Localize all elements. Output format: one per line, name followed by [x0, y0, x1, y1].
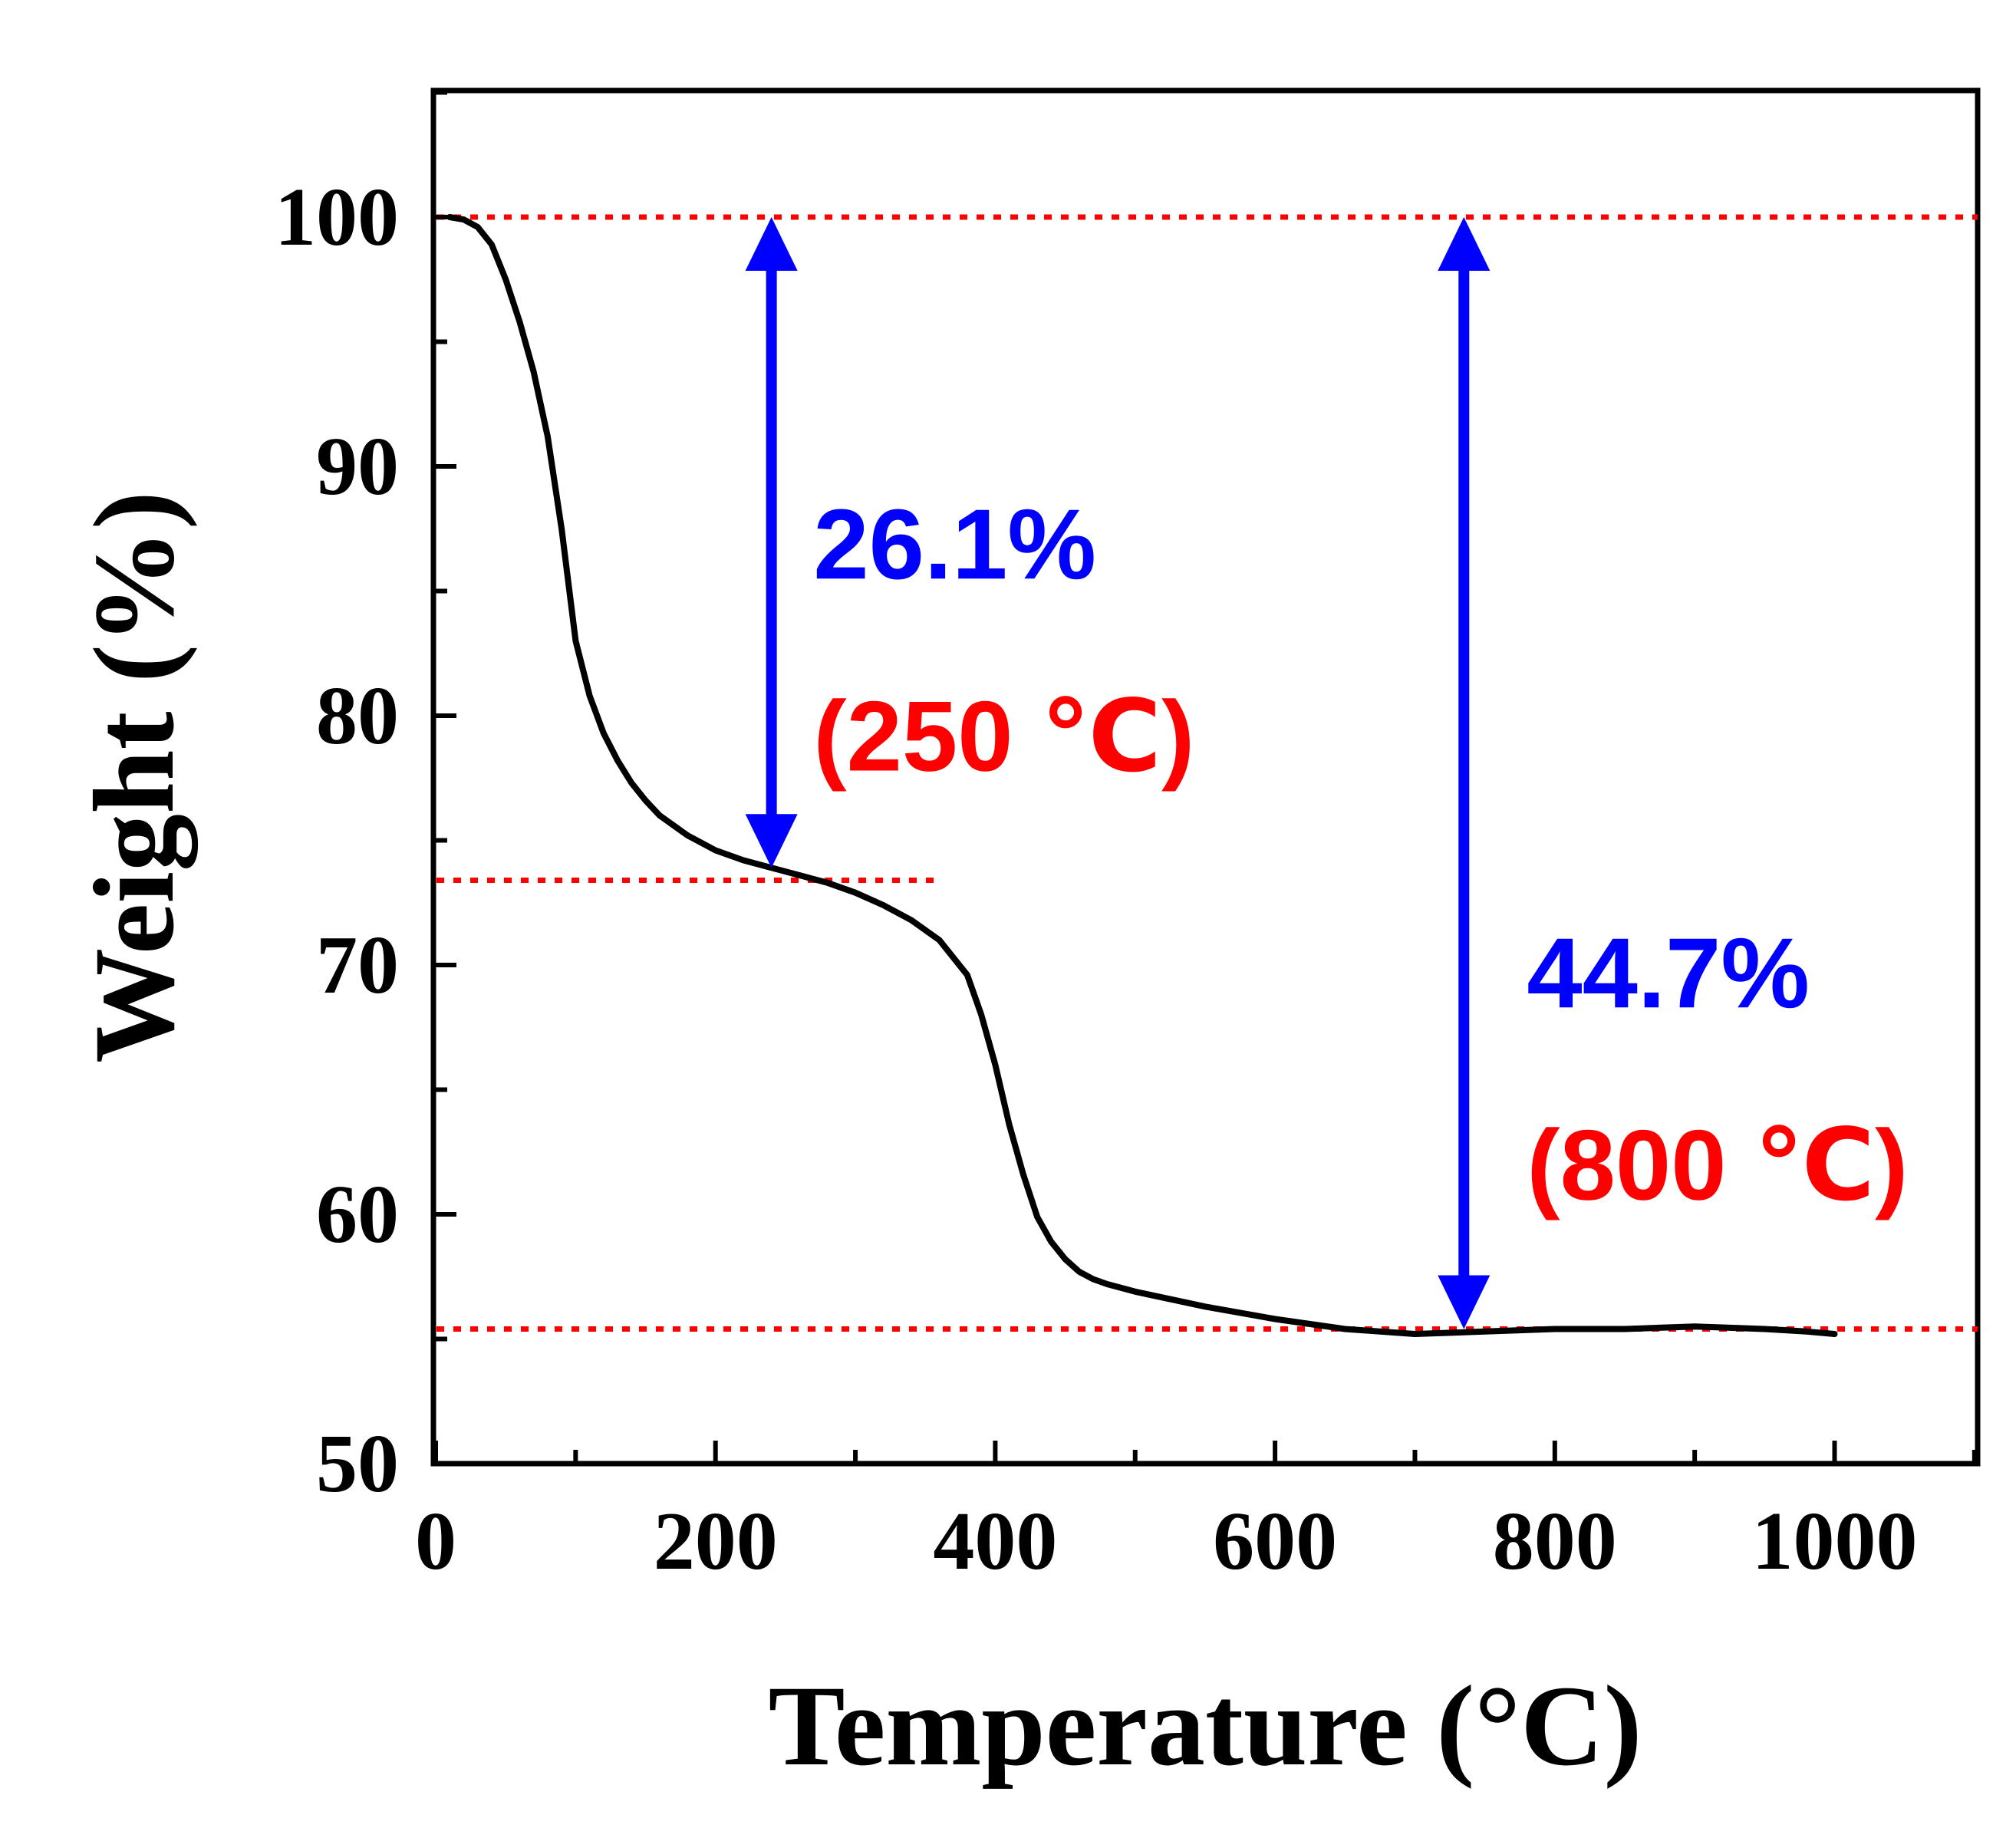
x-tick-label-1000: 1000 [1752, 1496, 1918, 1587]
arrow-head-top-1 [1438, 217, 1491, 271]
series-line-0 [446, 214, 1838, 1337]
y-tick-label-70: 70 [316, 920, 399, 1011]
annotation-1: (250 ℃) [813, 680, 1194, 792]
arrow-head-top-0 [745, 217, 798, 271]
annotation-arrows [745, 217, 1491, 1329]
y-axis-title: Weight (%) [71, 491, 198, 1063]
x-tick-label-600: 600 [1213, 1496, 1337, 1587]
annotation-0: 26.1% [813, 488, 1096, 600]
annotation-3: (800 ℃) [1527, 1109, 1908, 1221]
y-tick-label-100: 100 [275, 172, 399, 263]
x-tick-label-400: 400 [933, 1496, 1057, 1587]
axis-tick-labels: 0 200 400 600 800 1000 50 60 70 80 90 100 [275, 172, 1918, 1587]
y-tick-label-60: 60 [316, 1169, 399, 1260]
x-tick-label-800: 800 [1493, 1496, 1617, 1587]
y-tick-label-50: 50 [316, 1418, 399, 1510]
y-tick-label-80: 80 [316, 670, 399, 762]
axis-ticks [433, 90, 1977, 1466]
annotation-2: 44.7% [1527, 917, 1810, 1029]
arrow-head-bottom-0 [745, 814, 798, 868]
y-tick-label-90: 90 [316, 421, 399, 512]
x-tick-label-0: 0 [415, 1496, 456, 1587]
plot-frame [430, 87, 1981, 1467]
x-axis-title: Temperature (°C) [769, 1662, 1642, 1790]
arrow-head-bottom-1 [1438, 1275, 1491, 1329]
annotations: 26.1% (250 ℃) 44.7% (800 ℃) [813, 488, 1908, 1220]
weight-curve-series [446, 214, 1838, 1337]
x-tick-label-200: 200 [654, 1496, 778, 1587]
